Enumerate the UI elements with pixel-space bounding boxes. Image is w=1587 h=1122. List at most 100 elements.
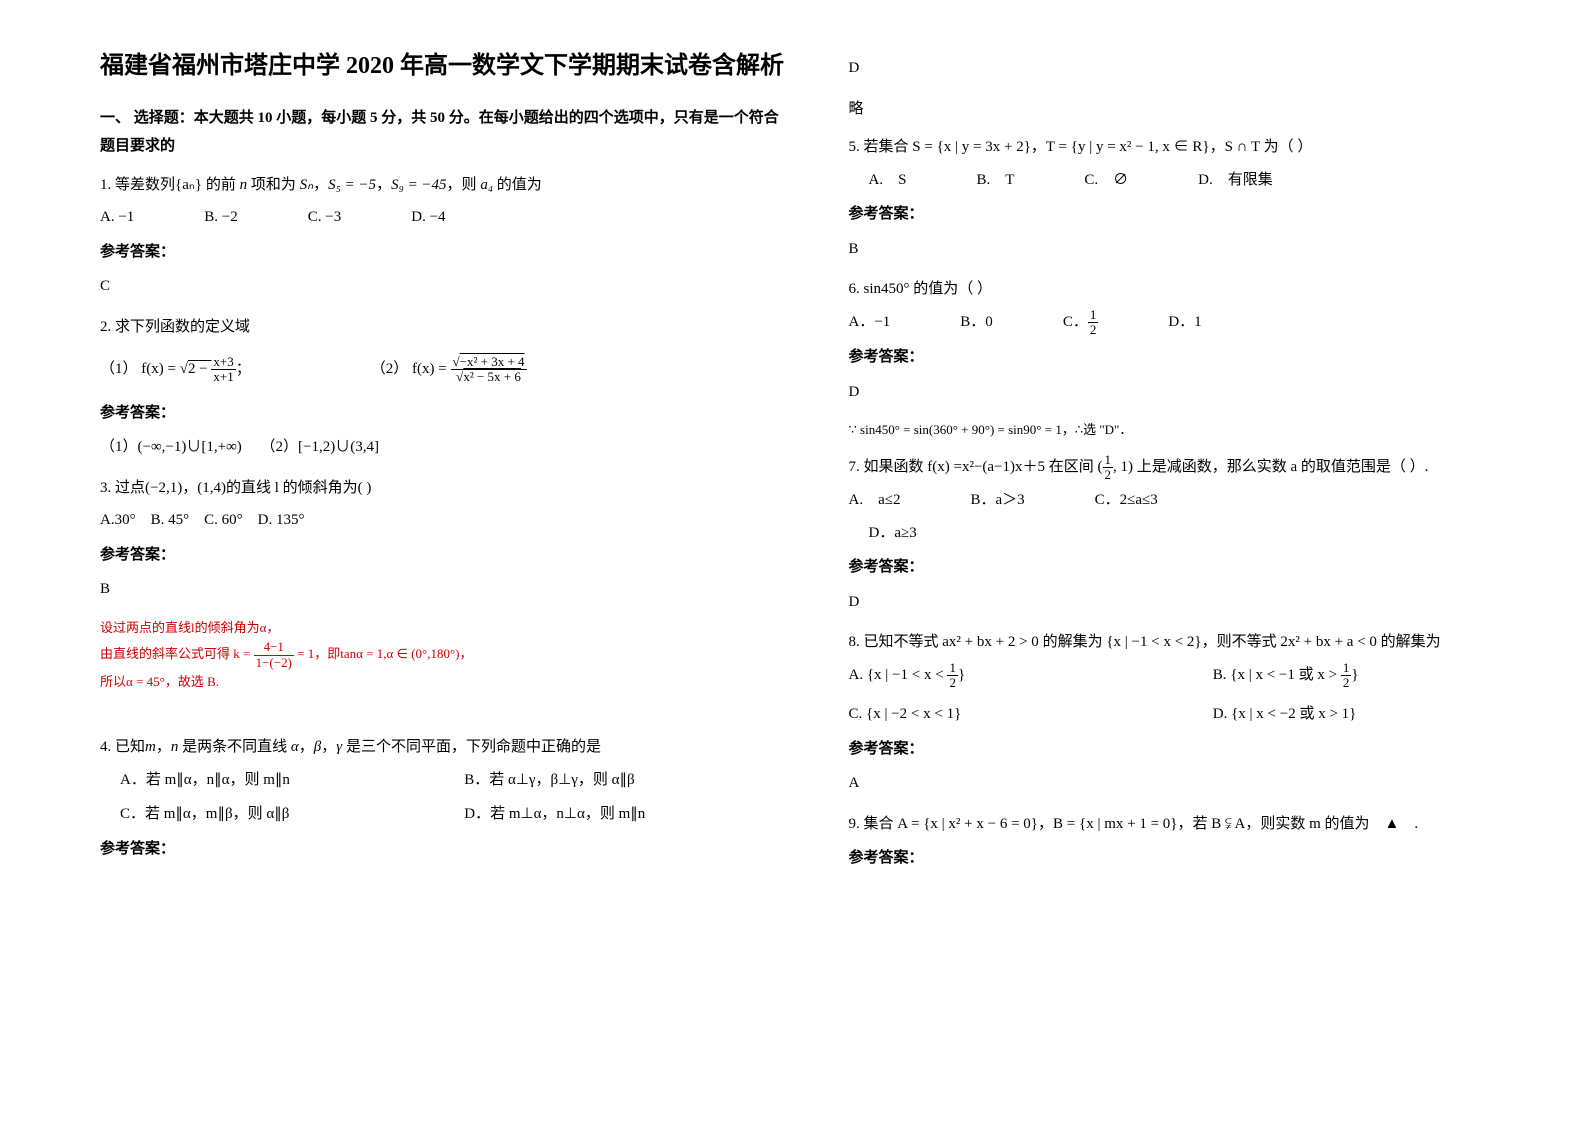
q1-stem: 1. 等差数列{aₙ} 的前 n 项和为 Sₙ，S₅ = −5，S₉ = −45…: [100, 171, 789, 200]
q2-p2-den: √x² − 5x + 6: [451, 370, 527, 384]
q8-ans: A: [849, 769, 1538, 798]
q8-optA: A. {x | −1 < x < 12}: [849, 661, 1173, 691]
q1-text-b: 的前: [202, 177, 240, 193]
q6-ans: D: [849, 378, 1538, 407]
q2-p1-num: x+3: [211, 355, 235, 370]
section1-head: 一、 选择题：本大题共 10 小题，每小题 5 分，共 50 分。在每小题给出的…: [100, 104, 789, 161]
q9-ans-label: 参考答案：: [849, 844, 1538, 873]
q8-ineq2: 2x² + bx + a < 0: [1280, 634, 1377, 650]
q5-T: {y | y = x² − 1, x ∈ R}: [1071, 139, 1210, 155]
q4-a: 4. 已知: [100, 739, 145, 755]
q7-ans-label: 参考答案：: [849, 553, 1538, 582]
q5-optC: C. ∅: [1084, 166, 1128, 195]
q7-options: A. a≤2 B．a＞3 C．2≤a≤3 D．a≥3: [849, 486, 1538, 547]
q6-stem: 6. sin450° 的值为（ ）: [849, 275, 1538, 304]
q3-ans-label: 参考答案：: [100, 541, 789, 570]
q5-ans-label: 参考答案：: [849, 200, 1538, 229]
q2-p2-fx: f(x) =: [412, 361, 447, 377]
q1-S5: S₅ = −5: [328, 177, 376, 193]
q9-B: B = {x | mx + 1 = 0}: [1053, 816, 1177, 832]
q5-stem: 5. 若集合 S = {x | y = 3x + 2}，T = {y | y =…: [849, 133, 1538, 162]
q5-a: 5. 若集合: [849, 139, 913, 155]
q4-optD: D．若 m⊥α，n⊥α，则 m∥n: [464, 800, 788, 829]
q3-optD: D. 135°: [258, 512, 305, 528]
q1-an: {aₙ}: [175, 177, 202, 193]
q5-ans: B: [849, 235, 1538, 264]
q1-S9: S₉ = −45: [391, 177, 446, 193]
q7-num: 1: [1103, 453, 1114, 468]
q8-optD: D. {x | x < −2 或 x > 1}: [1213, 700, 1537, 729]
q2-p1-label: （1）: [100, 361, 138, 377]
q6-optD: D．1: [1168, 308, 1201, 338]
q1-text-d: ，: [313, 177, 328, 193]
q3-optA: A.30°: [100, 512, 136, 528]
q1-options: A. −1 B. −2 C. −3 D. −4: [100, 203, 789, 232]
q2-p1-fx: f(x) =: [141, 361, 176, 377]
q1-optC: C. −3: [308, 203, 341, 232]
q7-optD: D．a≥3: [869, 525, 917, 541]
q8-b: 的解集为: [1039, 634, 1107, 650]
q7-b: 上是减函数，那么实数 a 的取值范围是（ ）.: [1133, 459, 1428, 475]
q2-ans2: [−1,2)∪(3,4]: [298, 439, 379, 455]
q2-ans1-label: （1）: [100, 439, 138, 455]
q5-optA: A. S: [869, 166, 907, 195]
q1-text-a: 1. 等差数列: [100, 177, 175, 193]
q1-optD: D. −4: [411, 203, 445, 232]
q7-stem: 7. 如果函数 f(x) =x²−(a−1)x＋5 在区间 (12, 1) 上是…: [849, 453, 1538, 483]
q1-text-e: ，: [376, 177, 391, 193]
q3-exp2-den: 1−(−2): [254, 656, 294, 670]
q9-stem: 9. 集合 A = {x | x² + x − 6 = 0}，B = {x | …: [849, 810, 1538, 839]
q2-part1: （1） f(x) = √2 − x+3x+1；: [100, 355, 251, 385]
q8-ans-label: 参考答案：: [849, 735, 1538, 764]
q4-f: 是三个不同平面，下列命题中正确的是: [342, 739, 601, 755]
q5-S: S = {x | y = 3x + 2}: [912, 139, 1031, 155]
q2-p1-outer: 2 −: [188, 361, 208, 377]
q6-optB: B．0: [960, 308, 993, 338]
q2-ans: （1）(−∞,−1)∪[1,+∞) （2）[−1,2)∪(3,4]: [100, 433, 789, 462]
q4-exp: 略: [849, 95, 1538, 124]
q1-Sn: Sₙ: [300, 177, 313, 193]
q1-ans: C: [100, 272, 789, 301]
q3-exp2-eq: = 1，即tanα = 1,α ∈ (0°,180°)，: [297, 646, 472, 661]
q7-optA: A. a≤2: [849, 486, 901, 515]
q8-stem: 8. 已知不等式 ax² + bx + 2 > 0 的解集为 {x | −1 <…: [849, 628, 1538, 657]
q4-ans: D: [849, 54, 1538, 83]
q5-c2: ，S ∩ T 为（ ）: [1210, 139, 1313, 155]
q4-m: m: [145, 739, 156, 755]
q6-options: A．−1 B．0 C．12 D．1: [849, 308, 1538, 338]
q2-p1-den: x+1: [211, 370, 235, 384]
q1-optA: A. −1: [100, 203, 134, 232]
q4-optB: B．若 α⊥γ，β⊥γ，则 α∥β: [464, 766, 788, 795]
q8-optB: B. {x | x < −1 或 x > 12}: [1213, 661, 1537, 691]
q8-c: ，则不等式: [1202, 634, 1281, 650]
q4-ans-label: 参考答案：: [100, 835, 789, 864]
q7-optB: B．a＞3: [970, 486, 1024, 515]
q8-ineq1: ax² + bx + 2 > 0: [942, 634, 1039, 650]
q4-b: ，: [156, 739, 171, 755]
q4-optA: A．若 m∥α，n∥α，则 m∥n: [120, 766, 444, 795]
q3-options: A.30° B. 45° C. 60° D. 135°: [100, 506, 789, 535]
q1-n: n: [240, 177, 248, 193]
q4-d: ，: [299, 739, 314, 755]
q3-exp1: 设过两点的直线l的倾斜角为α，: [100, 616, 789, 641]
q2-part2: （2） f(x) = √−x² + 3x + 4√x² − 5x + 6: [371, 355, 527, 385]
q7-den: 2: [1103, 468, 1114, 482]
q2-ans1: (−∞,−1)∪[1,+∞): [138, 439, 242, 455]
q5-c1: ，T =: [1031, 139, 1071, 155]
q9-a: 9. 集合: [849, 816, 898, 832]
q6-ans-label: 参考答案：: [849, 343, 1538, 372]
q3-optC: C. 60°: [204, 512, 243, 528]
q3-exp2: 由直线的斜率公式可得 k = 4−11−(−2) = 1，即tanα = 1,α…: [100, 640, 789, 670]
q6-optA: A．−1: [849, 308, 891, 338]
q1-text-g: 的值为: [493, 177, 542, 193]
q1-a4: a₄: [480, 177, 493, 193]
q7-a: 7. 如果函数 f(x) =x²−(a−1)x＋5 在区间: [849, 459, 1098, 475]
q8-set1: {x | −1 < x < 2}: [1106, 634, 1201, 650]
q2-ans-label: 参考答案：: [100, 399, 789, 428]
q3-optB: B. 45°: [151, 512, 190, 528]
q4-stem: 4. 已知m，n 是两条不同直线 α，β，γ 是三个不同平面，下列命题中正确的是: [100, 733, 789, 762]
q1-text-f: ，则: [447, 177, 481, 193]
q1-optB: B. −2: [204, 203, 237, 232]
q2-stem: 2. 求下列函数的定义域: [100, 313, 789, 342]
q4-c: 是两条不同直线: [178, 739, 291, 755]
